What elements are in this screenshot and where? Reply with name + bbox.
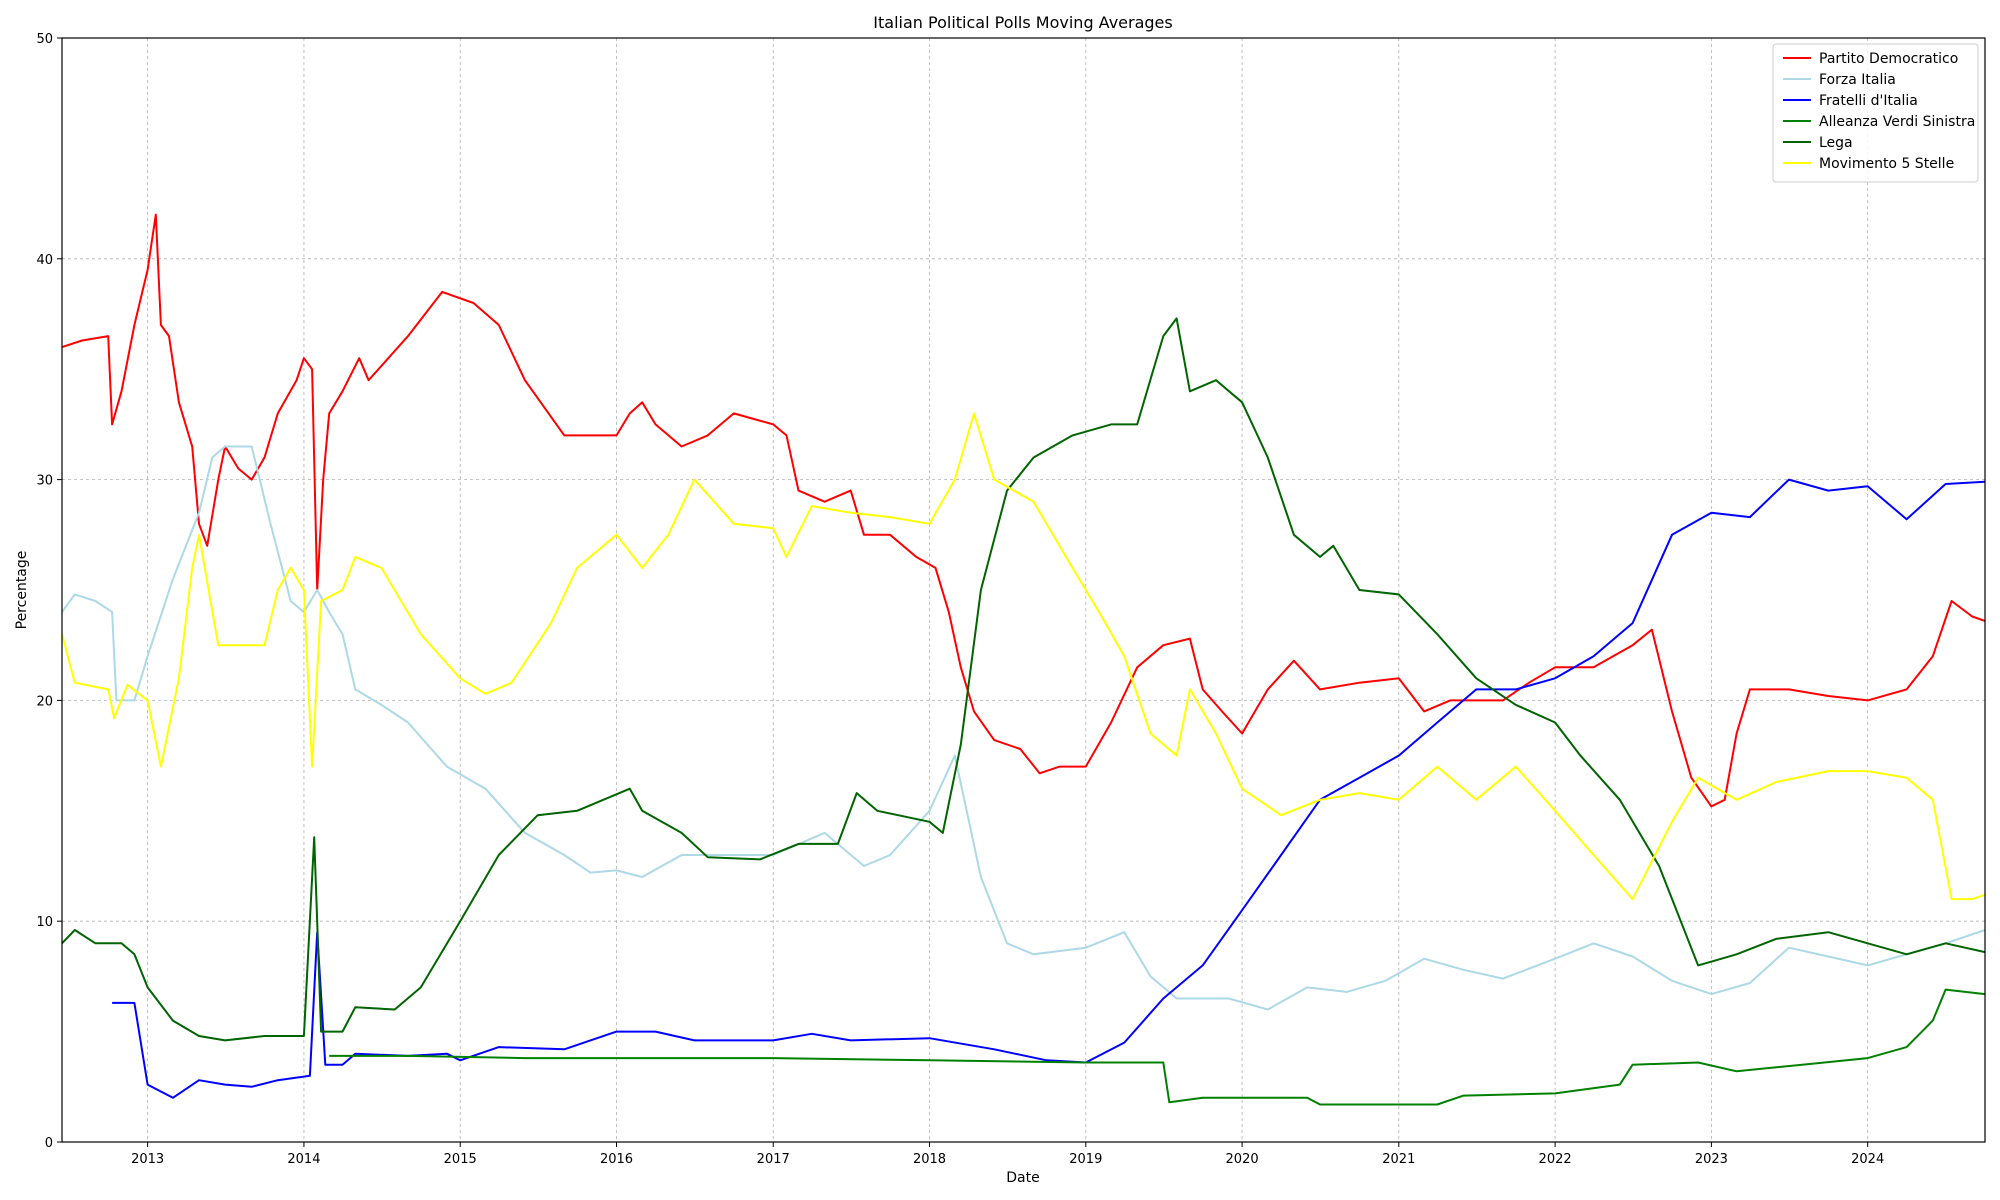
x-tick-label: 2020 [1226, 1152, 1259, 1167]
x-tick-label: 2024 [1851, 1152, 1884, 1167]
y-tick-label: 50 [36, 32, 53, 47]
legend-label: Alleanza Verdi Sinistra [1819, 114, 1975, 130]
x-tick-label: 2013 [131, 1152, 164, 1167]
legend-label: Movimento 5 Stelle [1819, 156, 1954, 172]
series-line [61, 317, 1986, 1042]
x-tick-label: 2014 [287, 1152, 320, 1167]
series-line [61, 445, 1986, 1011]
y-tick-label: 10 [36, 915, 53, 930]
x-tick-label: 2016 [600, 1152, 633, 1167]
legend-label: Fratelli d'Italia [1819, 93, 1918, 109]
series-line [61, 213, 1986, 808]
legend-label: Partito Democratico [1819, 51, 1958, 67]
y-axis-label: Percentage [14, 551, 30, 630]
x-tick-label: 2019 [1069, 1152, 1102, 1167]
y-tick-label: 30 [36, 474, 53, 489]
legend-label: Forza Italia [1819, 72, 1896, 88]
y-tick-label: 0 [45, 1136, 53, 1151]
series-line [61, 412, 1986, 901]
x-tick-label: 2023 [1695, 1152, 1728, 1167]
series-line [112, 478, 1986, 1099]
x-tick-label: 2018 [913, 1152, 946, 1167]
y-tick-label: 20 [36, 694, 53, 709]
series-line [329, 988, 1986, 1106]
x-tick-label: 2015 [444, 1152, 477, 1167]
x-axis-label: Date [1006, 1170, 1039, 1186]
series-lines [61, 213, 1986, 1106]
x-tick-label: 2017 [757, 1152, 790, 1167]
grid [62, 38, 1985, 1142]
x-tick-label: 2021 [1382, 1152, 1415, 1167]
axis-ticks: 2013 2014 2015 2016 2017 2018 2019 2020 2021 2022… [36, 32, 1884, 1167]
legend-box [1772, 43, 1979, 183]
legend-label: Lega [1819, 135, 1853, 151]
plot-frame [61, 37, 1986, 1143]
legend: Partito Democratico Forza Italia Fratelli … [1772, 43, 1979, 183]
y-tick-label: 40 [36, 253, 53, 268]
chart-title: Italian Political Polls Moving Averages [873, 13, 1172, 32]
x-tick-label: 2022 [1539, 1152, 1572, 1167]
